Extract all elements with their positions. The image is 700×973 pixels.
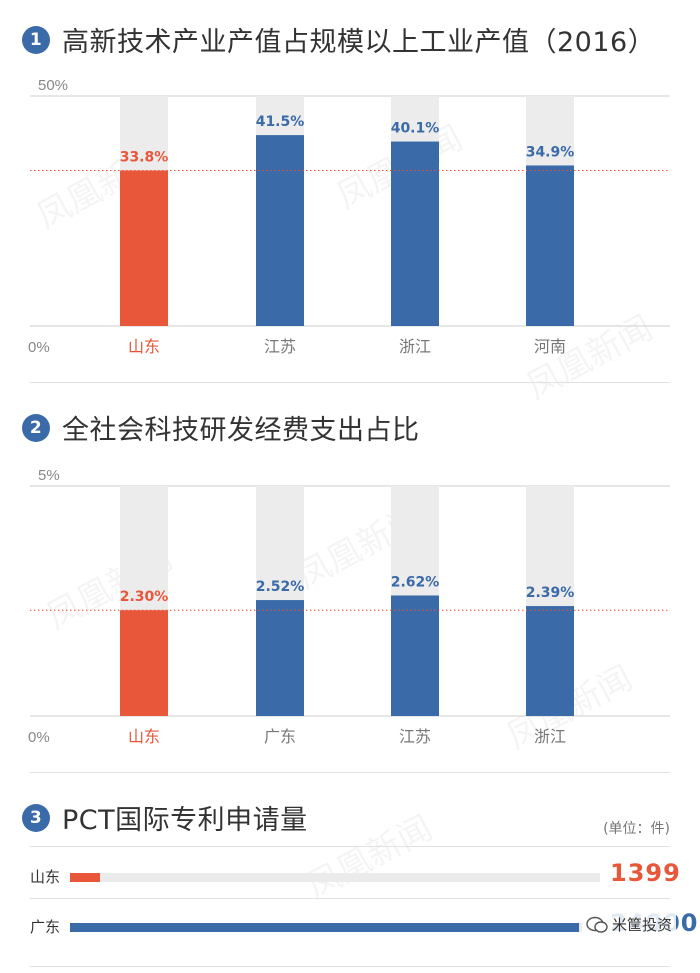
y-tick-label: 50% — [38, 77, 68, 94]
section-3-title-text: PCT国际专利申请量 — [62, 805, 308, 836]
bar-value-label: 2.62% — [391, 574, 440, 590]
pct-bar-track — [70, 923, 600, 932]
bar-value-label: 40.1% — [391, 121, 440, 137]
row-divider — [30, 898, 670, 899]
unit-note: (单位：件) — [603, 821, 670, 837]
bar — [526, 165, 574, 326]
category-label: 山东 — [128, 727, 160, 746]
category-label: 江苏 — [264, 337, 296, 356]
pct-value-label: 1399 — [610, 859, 681, 887]
bar — [526, 606, 574, 716]
bar-value-label: 2.30% — [120, 589, 169, 605]
number-badge-icon: 3 — [22, 803, 50, 832]
wechat-icon — [586, 916, 608, 933]
category-label: 河南 — [534, 337, 566, 356]
bar — [256, 135, 304, 326]
section-divider — [30, 382, 670, 383]
category-label: 浙江 — [534, 727, 566, 746]
section-divider — [30, 846, 670, 847]
category-label: 江苏 — [399, 727, 431, 746]
pct-bar-track — [70, 873, 600, 882]
bar-value-label: 34.9% — [526, 144, 575, 160]
bar — [391, 595, 439, 716]
pct-bar — [70, 923, 579, 932]
pct-bar — [70, 873, 100, 882]
number-badge-icon: 1 — [22, 25, 50, 54]
category-label: 浙江 — [399, 337, 431, 356]
section-divider — [30, 772, 670, 773]
bar-value-label: 2.52% — [256, 579, 305, 595]
number-badge-icon: 2 — [22, 413, 50, 442]
bar — [391, 141, 439, 326]
pct-category-label: 山东 — [30, 868, 61, 886]
pct-row: 广东 24000 — [30, 909, 698, 942]
brand-name: 米筐投资 — [611, 916, 672, 934]
category-label: 广东 — [264, 727, 296, 746]
bar — [256, 600, 304, 716]
brand-badge: 米筐投资 — [581, 912, 676, 937]
bar-value-label: 41.5% — [256, 114, 305, 130]
chart-high-tech-output: 50% 0% 33.8% 山东 41.5% 江苏 40.1% 浙江 34.9% 河南 — [28, 77, 670, 356]
bar — [120, 610, 168, 716]
section-1-title: 1 高新技术产业产值占规模以上工业产值（2016） — [22, 20, 655, 59]
y-tick-label: 0% — [28, 339, 50, 356]
category-label: 山东 — [128, 337, 160, 356]
pct-category-label: 广东 — [30, 918, 61, 936]
section-1-title-text: 高新技术产业产值占规模以上工业产值（2016） — [62, 27, 656, 58]
pct-row: 山东 1399 — [30, 859, 680, 892]
section-2-title: 2 全社会科技研发经费支出占比 — [22, 408, 420, 447]
bar-value-label: 33.8% — [120, 150, 169, 166]
bar-value-label: 2.39% — [526, 585, 575, 601]
y-tick-label: 5% — [38, 467, 60, 484]
section-2-title-text: 全社会科技研发经费支出占比 — [62, 415, 420, 446]
y-tick-label: 0% — [28, 729, 50, 746]
section-3-title: 3 PCT国际专利申请量 — [22, 798, 308, 837]
chart-rd-spending: 5% 0% 2.30% 山东 2.52% 广东 2.62% 江苏 2.39% 浙江 — [28, 467, 670, 746]
row-divider — [30, 966, 670, 967]
bar — [120, 170, 168, 326]
